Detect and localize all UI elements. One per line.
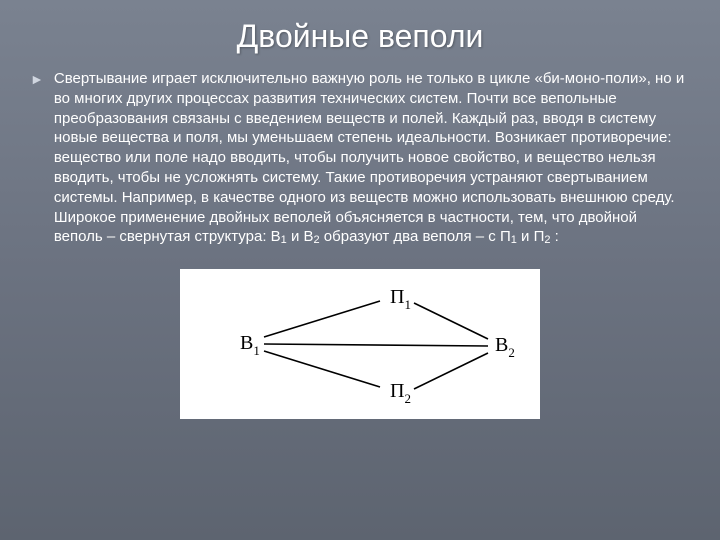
body-t2: образуют два веполя – с П — [320, 228, 511, 245]
sub-3: 1 — [511, 234, 517, 246]
body-t1: и В — [287, 228, 314, 245]
diagram-node-P1: П1 — [390, 286, 411, 312]
slide-container: Двойные веполи ► Свертывание играет искл… — [0, 0, 720, 439]
diagram-node-B1: В1 — [240, 332, 260, 358]
diagram-container: В1 В2 П1 П2 — [30, 269, 690, 419]
diagram-edge — [414, 303, 488, 339]
diagram-edge — [264, 301, 380, 337]
diagram-node-B2: В2 — [495, 334, 515, 360]
sub-4: 2 — [544, 234, 550, 246]
diagram-panel: В1 В2 П1 П2 — [180, 269, 540, 419]
diagram-edge — [264, 351, 380, 387]
body-t4: : — [551, 228, 559, 245]
diagram-edge — [414, 353, 488, 389]
body-t3: и П — [517, 228, 545, 245]
sub-2: 2 — [314, 234, 320, 246]
body-text: Свертывание играет исключительно важную … — [54, 69, 690, 247]
diagram-edge — [264, 344, 488, 346]
slide-title: Двойные веполи — [30, 18, 690, 55]
sub-1: 1 — [281, 234, 287, 246]
bullet-marker: ► — [30, 71, 44, 87]
diagram-svg: В1 В2 П1 П2 — [180, 269, 540, 419]
body-main: Свертывание играет исключительно важную … — [54, 70, 684, 245]
diagram-edges — [264, 301, 488, 389]
body-row: ► Свертывание играет исключительно важну… — [30, 69, 690, 247]
diagram-node-P2: П2 — [390, 380, 411, 406]
